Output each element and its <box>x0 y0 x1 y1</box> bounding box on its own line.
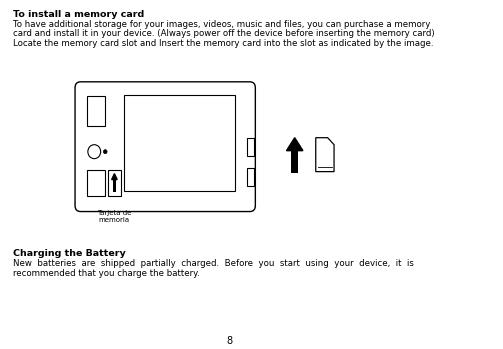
Polygon shape <box>316 138 334 172</box>
Polygon shape <box>287 138 303 151</box>
Text: To have additional storage for your images, videos, music and files, you can pur: To have additional storage for your imag… <box>13 20 430 29</box>
Bar <box>124 95 235 191</box>
Circle shape <box>88 145 101 159</box>
FancyBboxPatch shape <box>75 82 256 211</box>
Text: To install a memory card: To install a memory card <box>13 10 144 19</box>
Text: Charging the Battery: Charging the Battery <box>13 250 126 259</box>
Bar <box>247 168 254 186</box>
Text: recommended that you charge the battery.: recommended that you charge the battery. <box>13 269 199 279</box>
Text: 8: 8 <box>227 336 233 346</box>
Bar <box>87 170 105 195</box>
Text: card and install it in your device. (Always power off the device before insertin: card and install it in your device. (Alw… <box>13 29 435 38</box>
Text: New  batteries  are  shipped  partially  charged.  Before  you  start  using  yo: New batteries are shipped partially char… <box>13 259 413 268</box>
Bar <box>113 180 116 192</box>
Text: Locate the memory card slot and Insert the memory card into the slot as indicate: Locate the memory card slot and Insert t… <box>13 39 433 48</box>
Bar <box>108 170 121 195</box>
Bar <box>291 151 298 173</box>
Polygon shape <box>112 173 117 180</box>
Circle shape <box>104 150 107 154</box>
Bar <box>87 96 105 126</box>
Bar <box>247 138 254 156</box>
Text: Tarjeta de
memoria: Tarjeta de memoria <box>97 209 132 223</box>
